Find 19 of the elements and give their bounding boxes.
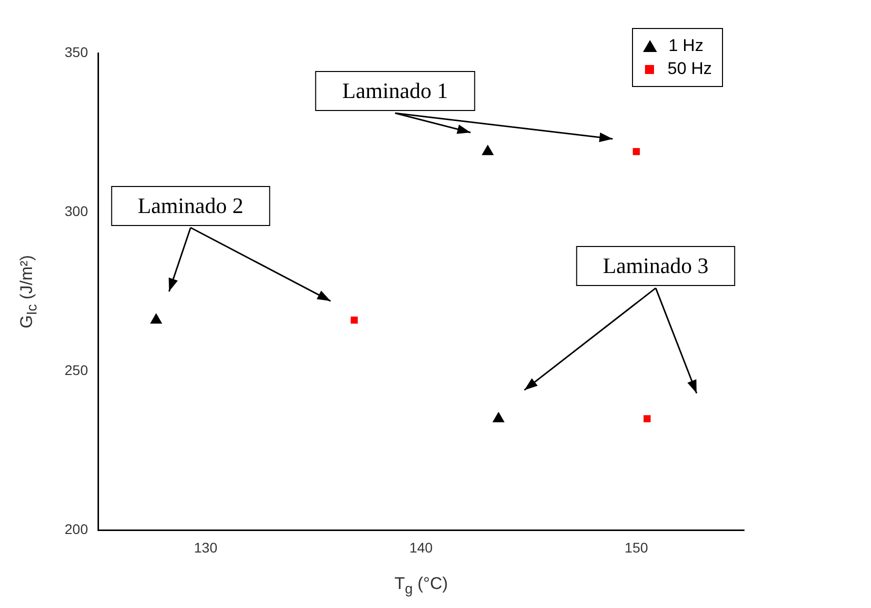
x-tick-label: 140	[409, 539, 433, 556]
point	[482, 144, 494, 156]
x-axis-title: T$_{g}$ (°C)	[394, 574, 448, 598]
y-tick-label: 300	[64, 202, 88, 219]
x-tick-label: 150	[624, 539, 648, 556]
legend-label: 1 Hz	[668, 36, 704, 56]
point	[644, 415, 651, 422]
point	[632, 148, 640, 156]
annotation: Laminado 3	[576, 246, 736, 286]
annotation: Laminado 1	[315, 71, 476, 112]
y-tick-label: 250	[64, 362, 88, 378]
x-tick-label: 130	[194, 539, 218, 556]
point	[492, 412, 505, 422]
y-tick-label: 350	[64, 44, 88, 60]
point	[350, 316, 358, 324]
annotation: Laminado 2	[110, 186, 270, 226]
legend-label: 50 Hz	[668, 59, 712, 79]
point	[150, 313, 162, 324]
y-tick-label: 200	[64, 520, 88, 537]
